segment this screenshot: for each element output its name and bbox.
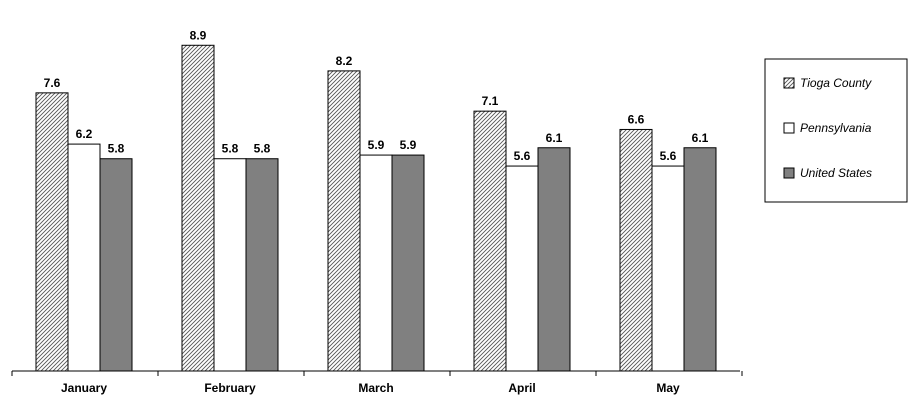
x-tick-label: March [358,381,393,395]
data-label: 5.9 [400,138,417,152]
x-tick-labels-layer: January February March April May [61,381,680,395]
legend-items: Tioga County Pennsylvania United States [783,76,872,180]
x-ticks-layer [11,371,743,376]
bar-pennsylvania-march [359,154,393,372]
bar-pennsylvania-april [505,165,539,372]
legend-label: Tioga County [800,76,872,90]
data-label: 5.6 [514,149,531,163]
legend-label: Pennsylvania [800,121,872,135]
legend-swatch [783,167,795,179]
bar-pennsylvania-may [651,165,685,372]
bar-tioga-county-february [181,44,215,372]
bar-tioga-county-may [619,128,653,372]
legend: Tioga County Pennsylvania United States [764,58,908,203]
data-label: 6.1 [692,131,709,145]
bar-united-states-january [99,158,133,372]
data-label: 5.8 [254,142,271,156]
bar-tioga-county-march [327,70,361,372]
bar-united-states-may [683,147,717,372]
data-label: 7.6 [44,76,61,90]
legend-label: United States [800,166,872,180]
x-tick-label: May [656,381,680,395]
data-label: 5.9 [368,138,385,152]
bar-tioga-county-april [473,110,507,372]
data-label: 5.6 [660,149,677,163]
bar-united-states-february [245,158,279,372]
legend-swatch [783,77,795,89]
value-labels-layer: 7.6 6.2 5.8 8.9 5.8 5.8 8.2 5.9 5.9 7.1 5.6 6.1 6.6 5… [44,28,709,163]
data-label: 5.8 [222,142,239,156]
data-label: 7.1 [482,94,499,108]
bar-pennsylvania-february [213,158,247,372]
bar-tioga-county-january [35,92,69,372]
bar-pennsylvania-january [67,143,101,372]
data-label: 6.1 [546,131,563,145]
bars-layer [35,44,717,372]
x-tick-label: April [508,381,535,395]
legend-swatch [783,122,795,134]
x-tick-label: January [61,381,107,395]
data-label: 8.9 [190,28,207,42]
data-label: 6.2 [76,127,93,141]
bar-united-states-april [537,147,571,372]
x-tick-label: February [204,381,256,395]
bar-united-states-march [391,154,425,372]
data-label: 6.6 [628,112,645,126]
data-label: 5.8 [108,142,125,156]
data-label: 8.2 [336,54,353,68]
